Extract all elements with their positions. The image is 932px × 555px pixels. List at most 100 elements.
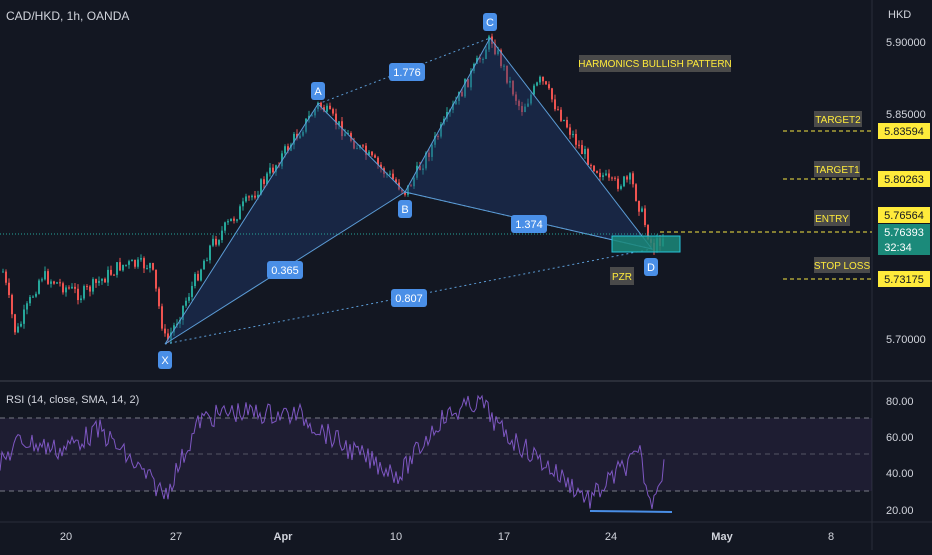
candle-body [326,105,328,112]
candle-body [557,109,559,111]
point-label-d[interactable]: D [644,258,658,276]
candle-body [524,106,526,113]
candle-body [320,102,322,108]
level-name-stop-loss[interactable]: STOP LOSS [814,257,871,273]
price-badge-target2[interactable]: 5.83594 [878,123,930,139]
candle-body [206,260,208,262]
candle-body [14,314,16,333]
candle-body [29,297,31,304]
point-a-text: A [314,86,322,98]
candle-body [62,283,64,293]
prz-label[interactable]: PZR [610,267,634,285]
price-badge-entry[interactable]: 5.76564 [878,207,930,223]
candle-body [257,194,259,198]
candle-body [260,179,262,195]
target1-name-text: TARGET1 [814,165,860,176]
candle-body [422,168,424,171]
point-label-x[interactable]: X [158,351,172,369]
candle-body [575,133,577,145]
candle-body [560,109,562,121]
candle-body [602,175,604,177]
candle-body [356,148,358,150]
candle-body [2,271,4,273]
candle-body [50,281,52,284]
candle-body [314,109,316,116]
time-label-20: 20 [60,531,72,543]
candle-body [431,144,433,157]
level-name-entry[interactable]: ENTRY [814,210,850,226]
candle-body [227,221,229,223]
price-badge-stop-loss[interactable]: 5.73175 [878,271,930,287]
candle-body [542,76,544,82]
candle-body [143,258,145,269]
point-b-text: B [401,204,408,216]
candle-body [497,50,499,55]
candle-body [527,103,529,107]
candle-body [233,218,235,221]
pattern-title-text: HARMONICS BULLISH PATTERN [578,59,732,70]
candle-body [86,286,88,288]
rsi-line [0,394,665,509]
candle-body [92,279,94,292]
candle-body [629,173,631,180]
symbol-title[interactable]: CAD/HKD, 1h, OANDA [6,9,130,23]
candle-body [188,296,190,301]
candle-body [515,94,517,101]
candle-body [539,76,541,83]
candle-body [380,164,382,169]
level-name-target1[interactable]: TARGET1 [814,161,860,177]
rsi-divergence-line[interactable] [589,510,673,513]
candle-body [47,271,49,284]
candle-body [368,151,370,156]
level-name-target2[interactable]: TARGET2 [814,111,862,127]
ratio-ab-text: 0.365 [271,265,299,277]
candle-body [215,238,217,245]
candle-body [224,222,226,231]
candle-body [611,177,613,179]
candle-body [434,136,436,145]
candle-body [353,140,355,149]
rsi-tick-40: 40.00 [886,468,914,480]
prz-box[interactable] [611,235,681,253]
point-d-text: D [647,262,655,274]
candle-body [647,225,649,240]
ratio-label-bc[interactable]: 1.776 [389,63,425,81]
candle-body [284,146,286,154]
pattern-title[interactable]: HARMONICS BULLISH PATTERN [578,55,732,72]
ratio-label-xb[interactable]: 0.807 [391,289,427,307]
candle-body [512,81,514,95]
candle-body [245,196,247,202]
candle-body [494,44,496,55]
point-label-c[interactable]: C [483,13,497,31]
current-price-badge[interactable]: 5.76393 32:34 [878,224,930,255]
point-label-b[interactable]: B [398,200,412,218]
candle-body [425,152,427,169]
candle-body [635,184,637,201]
candle-body [8,282,10,296]
candle-body [287,146,289,151]
ratio-label-cd[interactable]: 1.374 [511,215,547,233]
price-badge-target1[interactable]: 5.80263 [878,171,930,187]
rsi-pane[interactable] [0,384,872,522]
ratio-label-ab[interactable]: 0.365 [267,261,303,279]
candle-body [230,218,232,222]
candle-body [614,177,616,179]
candle-body [200,269,202,281]
pattern-ac-line [317,37,491,105]
currency-label: HKD [888,9,911,21]
candle-body [563,120,565,122]
time-label-8: 8 [828,531,834,543]
ratio-bc-text: 1.776 [393,67,421,79]
candle-body [164,328,166,334]
candle-body [11,295,13,315]
candle-body [170,332,172,340]
candle-body [293,133,295,145]
entry-name-text: ENTRY [815,214,849,225]
candle-body [59,282,61,284]
rsi-title[interactable]: RSI (14, close, SMA, 14, 2) [6,394,140,406]
candle-body [272,167,274,173]
point-label-a[interactable]: A [311,82,325,100]
candle-body [593,165,595,172]
